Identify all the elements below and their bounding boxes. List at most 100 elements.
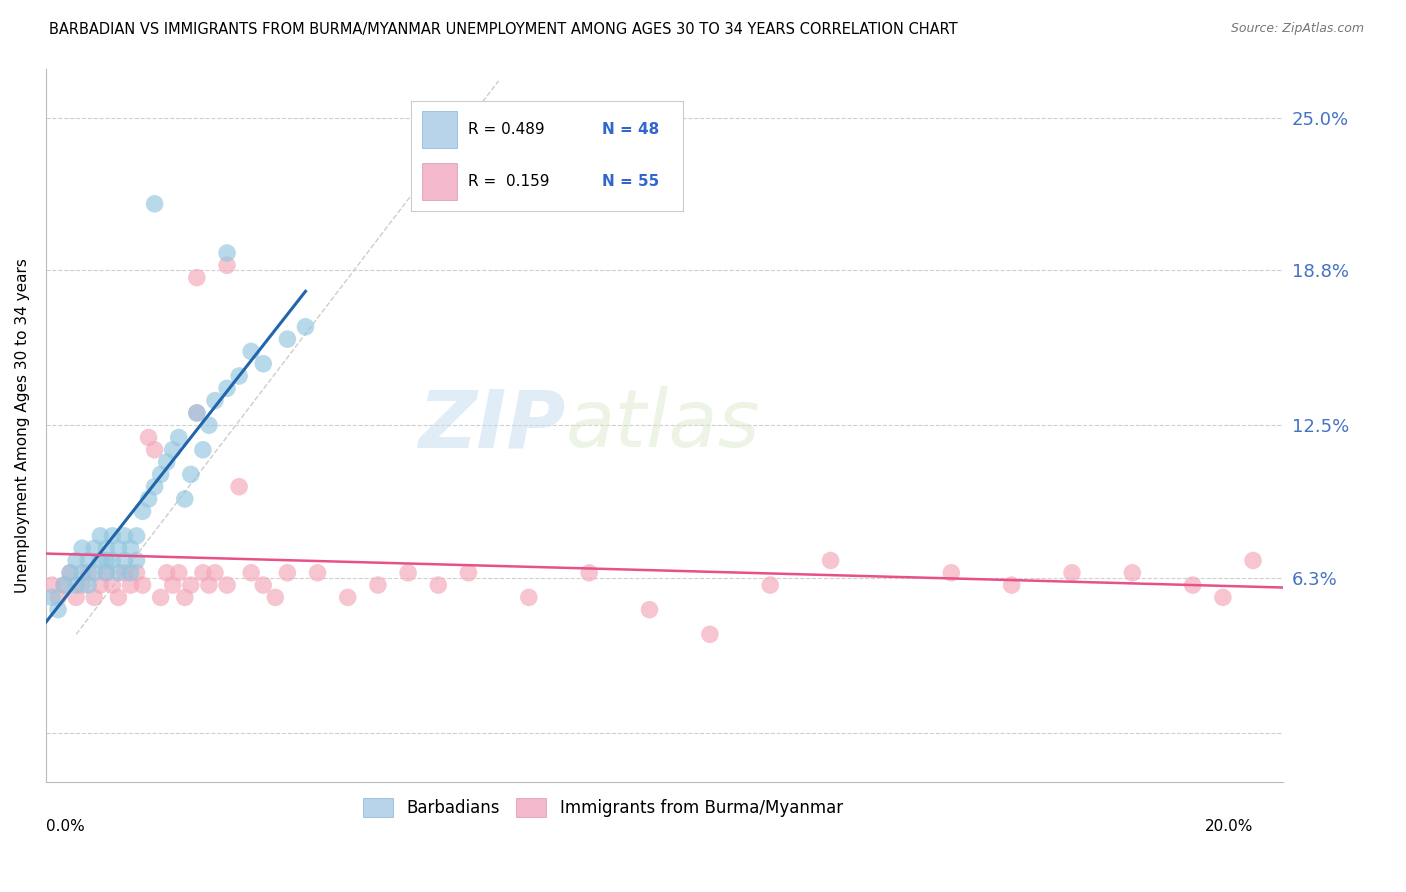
Point: [131, 504, 153, 518]
Point: [101, 529, 124, 543]
Point: [215, 578, 238, 592]
Point: [59, 566, 82, 580]
Point: [70, 566, 93, 580]
Point: [252, 357, 274, 371]
Point: [167, 566, 190, 580]
Point: [143, 480, 166, 494]
Point: [336, 591, 359, 605]
Point: [77, 553, 100, 567]
Point: [276, 332, 298, 346]
Point: [125, 553, 148, 567]
Point: [46, 591, 69, 605]
Point: [367, 578, 389, 592]
Point: [215, 381, 238, 395]
Point: [53, 578, 76, 592]
Point: [198, 418, 221, 433]
Point: [204, 566, 226, 580]
Point: [759, 578, 782, 592]
Text: 20.0%: 20.0%: [1205, 819, 1253, 834]
Point: [820, 553, 842, 567]
Point: [77, 578, 100, 592]
Point: [125, 529, 148, 543]
Point: [96, 566, 118, 580]
Point: [89, 529, 111, 543]
Point: [143, 442, 166, 457]
Point: [120, 578, 142, 592]
Point: [180, 467, 202, 482]
Point: [41, 578, 63, 592]
Point: [191, 566, 214, 580]
Point: [77, 566, 100, 580]
Point: [162, 442, 184, 457]
Point: [396, 566, 419, 580]
Point: [240, 344, 263, 359]
Point: [107, 591, 129, 605]
Point: [125, 566, 148, 580]
Point: [96, 566, 118, 580]
Point: [149, 591, 172, 605]
Legend: Barbadians, Immigrants from Burma/Myanmar: Barbadians, Immigrants from Burma/Myanma…: [356, 791, 849, 823]
Point: [59, 566, 82, 580]
Point: [149, 467, 172, 482]
Point: [65, 578, 87, 592]
Point: [264, 591, 287, 605]
Point: [107, 541, 129, 556]
Point: [46, 603, 69, 617]
Point: [156, 566, 179, 580]
Point: [215, 246, 238, 260]
Text: ZIP: ZIP: [418, 386, 565, 464]
Y-axis label: Unemployment Among Ages 30 to 34 years: Unemployment Among Ages 30 to 34 years: [15, 258, 30, 592]
Point: [101, 578, 124, 592]
Point: [173, 591, 195, 605]
Point: [114, 529, 136, 543]
Point: [228, 480, 250, 494]
Point: [186, 406, 208, 420]
Point: [240, 566, 263, 580]
Point: [699, 627, 721, 641]
Point: [186, 406, 208, 420]
Text: BARBADIAN VS IMMIGRANTS FROM BURMA/MYANMAR UNEMPLOYMENT AMONG AGES 30 TO 34 YEAR: BARBADIAN VS IMMIGRANTS FROM BURMA/MYANM…: [49, 22, 957, 37]
Point: [65, 591, 87, 605]
Point: [167, 430, 190, 444]
Point: [215, 258, 238, 272]
Point: [173, 491, 195, 506]
Point: [41, 591, 63, 605]
Point: [307, 566, 329, 580]
Text: atlas: atlas: [565, 386, 761, 464]
Point: [228, 369, 250, 384]
Point: [204, 393, 226, 408]
Point: [156, 455, 179, 469]
Point: [198, 578, 221, 592]
Point: [1212, 591, 1234, 605]
Point: [83, 541, 105, 556]
Point: [294, 319, 316, 334]
Point: [83, 591, 105, 605]
Point: [96, 541, 118, 556]
Point: [941, 566, 963, 580]
Point: [143, 196, 166, 211]
Point: [101, 553, 124, 567]
Point: [89, 578, 111, 592]
Point: [131, 578, 153, 592]
Point: [89, 553, 111, 567]
Point: [120, 541, 142, 556]
Point: [83, 566, 105, 580]
Point: [120, 566, 142, 580]
Point: [1181, 578, 1204, 592]
Point: [162, 578, 184, 592]
Point: [53, 578, 76, 592]
Point: [186, 270, 208, 285]
Point: [457, 566, 479, 580]
Point: [1241, 553, 1264, 567]
Point: [1060, 566, 1083, 580]
Point: [180, 578, 202, 592]
Point: [1001, 578, 1024, 592]
Point: [107, 566, 129, 580]
Point: [114, 566, 136, 580]
Point: [70, 578, 93, 592]
Point: [65, 553, 87, 567]
Point: [191, 442, 214, 457]
Point: [638, 603, 661, 617]
Point: [578, 566, 600, 580]
Point: [96, 553, 118, 567]
